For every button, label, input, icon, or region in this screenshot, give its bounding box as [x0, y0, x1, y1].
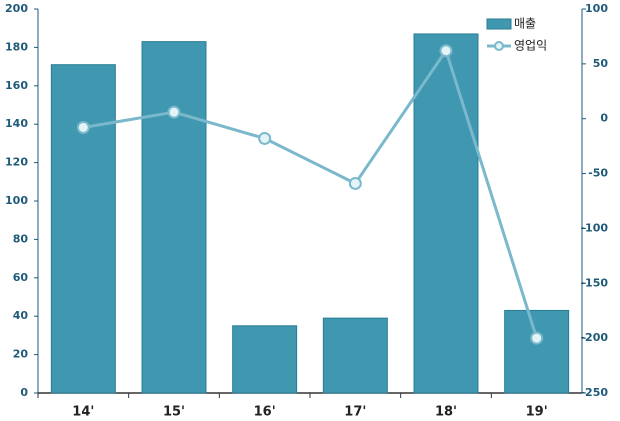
legend-swatch	[486, 18, 512, 30]
y2-tick-label: -150	[580, 276, 608, 289]
bar	[322, 317, 388, 394]
y-tick-label: 160	[5, 79, 28, 92]
bar	[232, 325, 298, 394]
y-tick-label: 40	[13, 309, 29, 322]
x-tick-label: 14'	[72, 405, 94, 420]
legend-label: 매출	[514, 17, 536, 31]
bar	[50, 64, 116, 394]
x-tick-label: 16'	[254, 405, 276, 420]
y2-tick-label: 100	[585, 2, 608, 15]
line-marker	[439, 44, 453, 58]
y-tick-label: 20	[13, 348, 29, 361]
y2-tick-label: 0	[600, 112, 608, 125]
y2-tick-label: -100	[580, 221, 608, 234]
y-tick-label: 140	[5, 117, 28, 130]
y2-tick-label: -200	[580, 331, 608, 344]
line-marker	[76, 120, 90, 134]
line-marker	[348, 176, 362, 190]
line-marker	[167, 105, 181, 119]
line-marker	[530, 331, 544, 345]
legend-swatch	[494, 41, 504, 51]
bar	[504, 309, 570, 394]
y-tick-label: 80	[13, 232, 29, 245]
y2-tick-label: -250	[580, 386, 608, 399]
x-tick-label: 17'	[344, 405, 366, 420]
y-tick-label: 180	[5, 40, 28, 53]
bar	[413, 33, 479, 394]
x-tick-label: 18'	[435, 405, 457, 420]
y2-tick-label: -50	[588, 167, 608, 180]
y2-tick-label: 50	[593, 57, 609, 70]
y-tick-label: 120	[5, 156, 28, 169]
x-tick-label: 15'	[163, 405, 185, 420]
x-tick-label: 19'	[526, 405, 548, 420]
y-tick-label: 100	[5, 194, 28, 207]
bar	[141, 41, 207, 394]
line-marker	[258, 131, 272, 145]
y-tick-label: 0	[20, 386, 28, 399]
y-tick-label: 200	[5, 2, 28, 15]
y-tick-label: 60	[13, 271, 29, 284]
line	[83, 47, 539, 339]
legend-label: 영업익	[514, 39, 547, 53]
